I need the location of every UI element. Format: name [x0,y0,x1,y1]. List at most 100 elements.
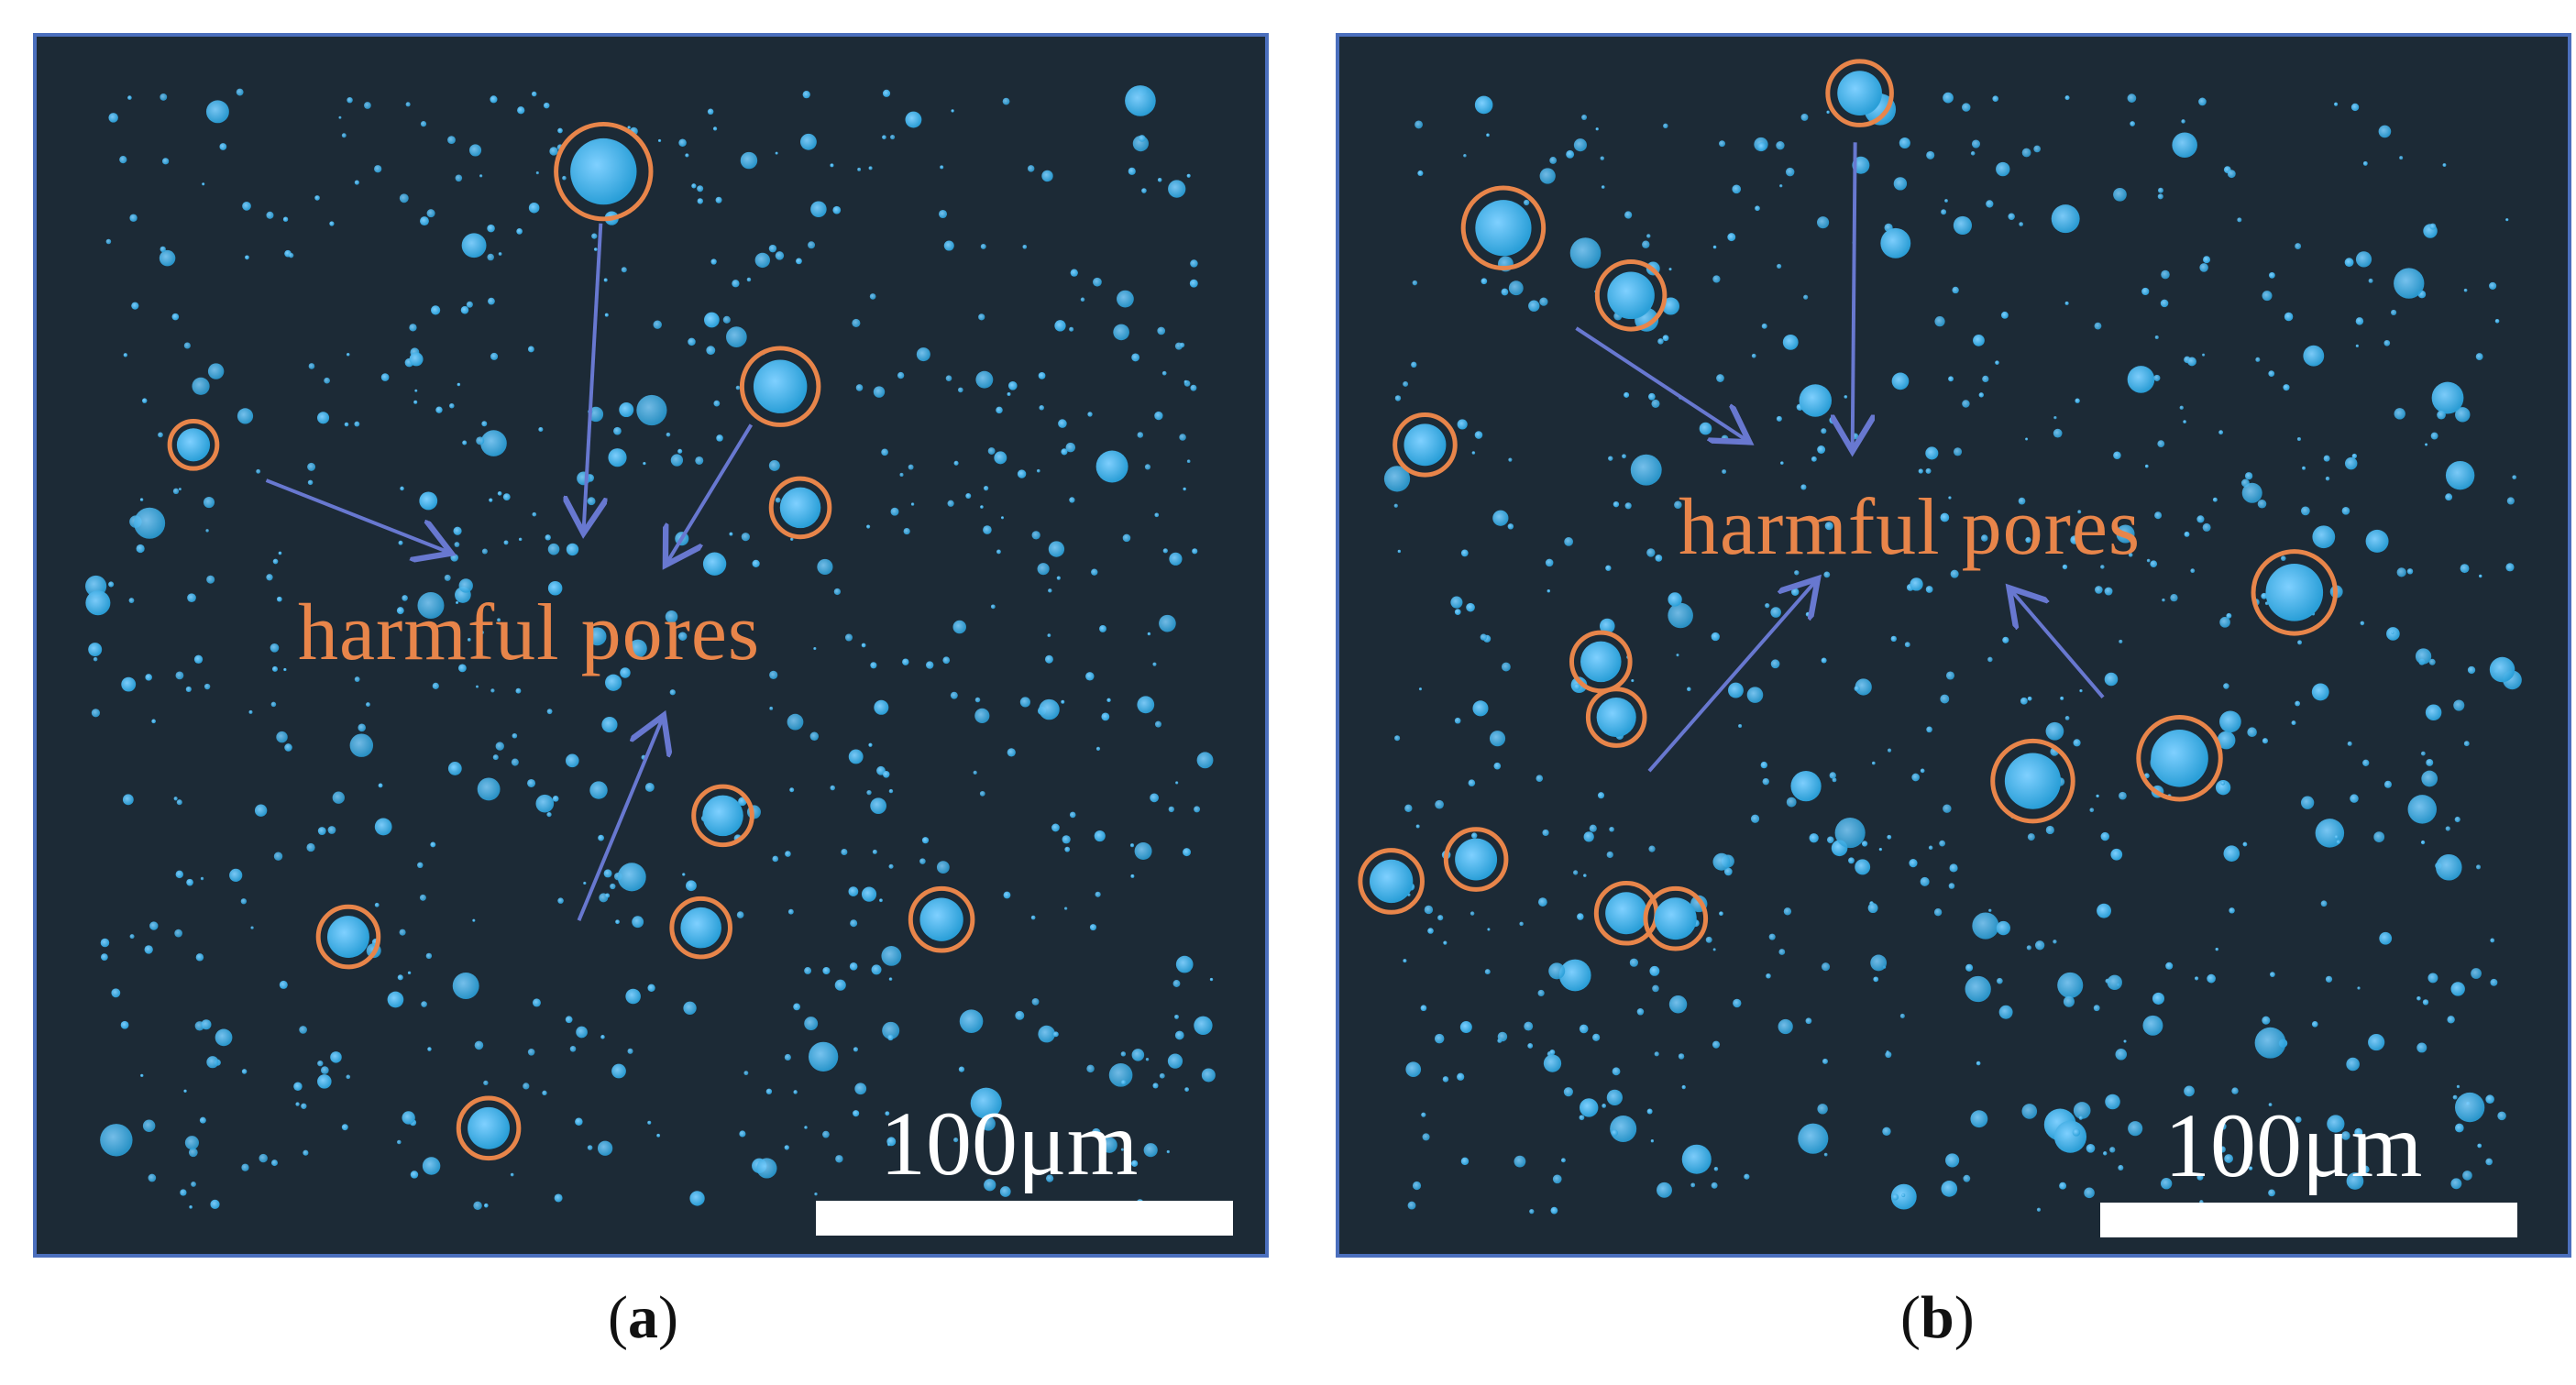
highlight-circle [2251,549,2338,636]
pore [1157,326,1166,335]
pore [108,581,115,588]
pore [1113,324,1129,341]
pore [1137,432,1144,438]
pore [1443,940,1448,945]
pore [2327,1115,2345,1133]
pore [804,1126,808,1129]
pore [2160,1178,2173,1190]
pore [1179,434,1186,441]
pore [241,1069,248,1074]
pore [1933,908,1943,917]
pore [1890,635,1897,643]
pore [1995,360,1999,365]
pore [374,165,382,173]
pore [1048,541,1065,557]
pore [2154,335,2159,340]
pore [1887,748,1892,753]
pore [1037,563,1050,576]
pore [1454,717,1461,724]
pore [1403,959,1407,963]
pore [535,171,539,175]
pore [958,1066,965,1072]
pore [583,881,587,885]
pore [2471,968,2482,979]
pore [2394,408,2405,420]
pore [1712,852,1731,871]
pore [183,1089,187,1093]
pore [162,158,170,165]
pore [2227,170,2236,179]
pore [1973,334,1985,346]
pore [994,451,1007,465]
pore [1970,151,1976,156]
pore [490,352,499,360]
pore [903,527,910,535]
pore [2262,1016,2271,1025]
pore [149,921,159,930]
pore [2086,1144,2096,1153]
pore [276,731,288,743]
pore [1760,761,1767,769]
pore [2512,475,2517,480]
pore [973,770,977,775]
pore [1573,138,1587,152]
pore [1130,874,1135,878]
pore [480,430,507,456]
pore [945,375,952,381]
highlight-circle [1443,827,1509,892]
pore [2073,739,2081,747]
harmful-pore [1596,697,1636,738]
pore [2033,145,2042,153]
pore [1949,863,1958,873]
pore [1093,277,1102,287]
pore [1629,958,1638,967]
pore [1507,523,1514,530]
pore [1765,602,1770,609]
pore [666,432,671,437]
pore [487,253,494,261]
pore [1186,173,1191,178]
pore [284,743,292,752]
pore [756,1158,777,1179]
pore [2422,999,2429,1006]
pore [793,1003,800,1011]
harmful-pore [919,897,963,941]
pore [2295,243,2302,249]
pore [2034,940,2045,951]
pore [2223,845,2240,862]
pore [1412,280,1418,286]
pore [868,742,873,747]
pore [936,861,950,874]
pore [2489,281,2497,290]
pore [535,794,555,813]
pore [1681,1084,1686,1090]
pore [1497,1031,1508,1042]
pore [670,454,684,467]
pore [476,436,485,445]
pore [608,448,627,467]
pore [1492,510,1509,526]
pore [1609,826,1614,832]
pore [957,387,963,393]
pore [1144,464,1151,470]
pore [857,167,862,171]
pore [2199,263,2208,272]
pore [398,540,403,545]
pore [1971,139,1981,148]
pore [2450,1178,2462,1190]
pore [1768,933,1776,940]
pore [145,674,152,681]
pore [1087,412,1093,417]
pore [1606,1089,1623,1105]
highlight-circle [739,346,821,427]
pore [1798,1123,1829,1154]
pore [2262,291,2273,302]
pore [1920,768,1925,774]
pore [432,682,439,689]
pore [1712,1040,1721,1049]
pore [452,973,479,999]
pore [2128,1121,2143,1137]
pore [1120,1080,1127,1085]
pore [1069,497,1075,503]
pore [1100,1149,1104,1152]
